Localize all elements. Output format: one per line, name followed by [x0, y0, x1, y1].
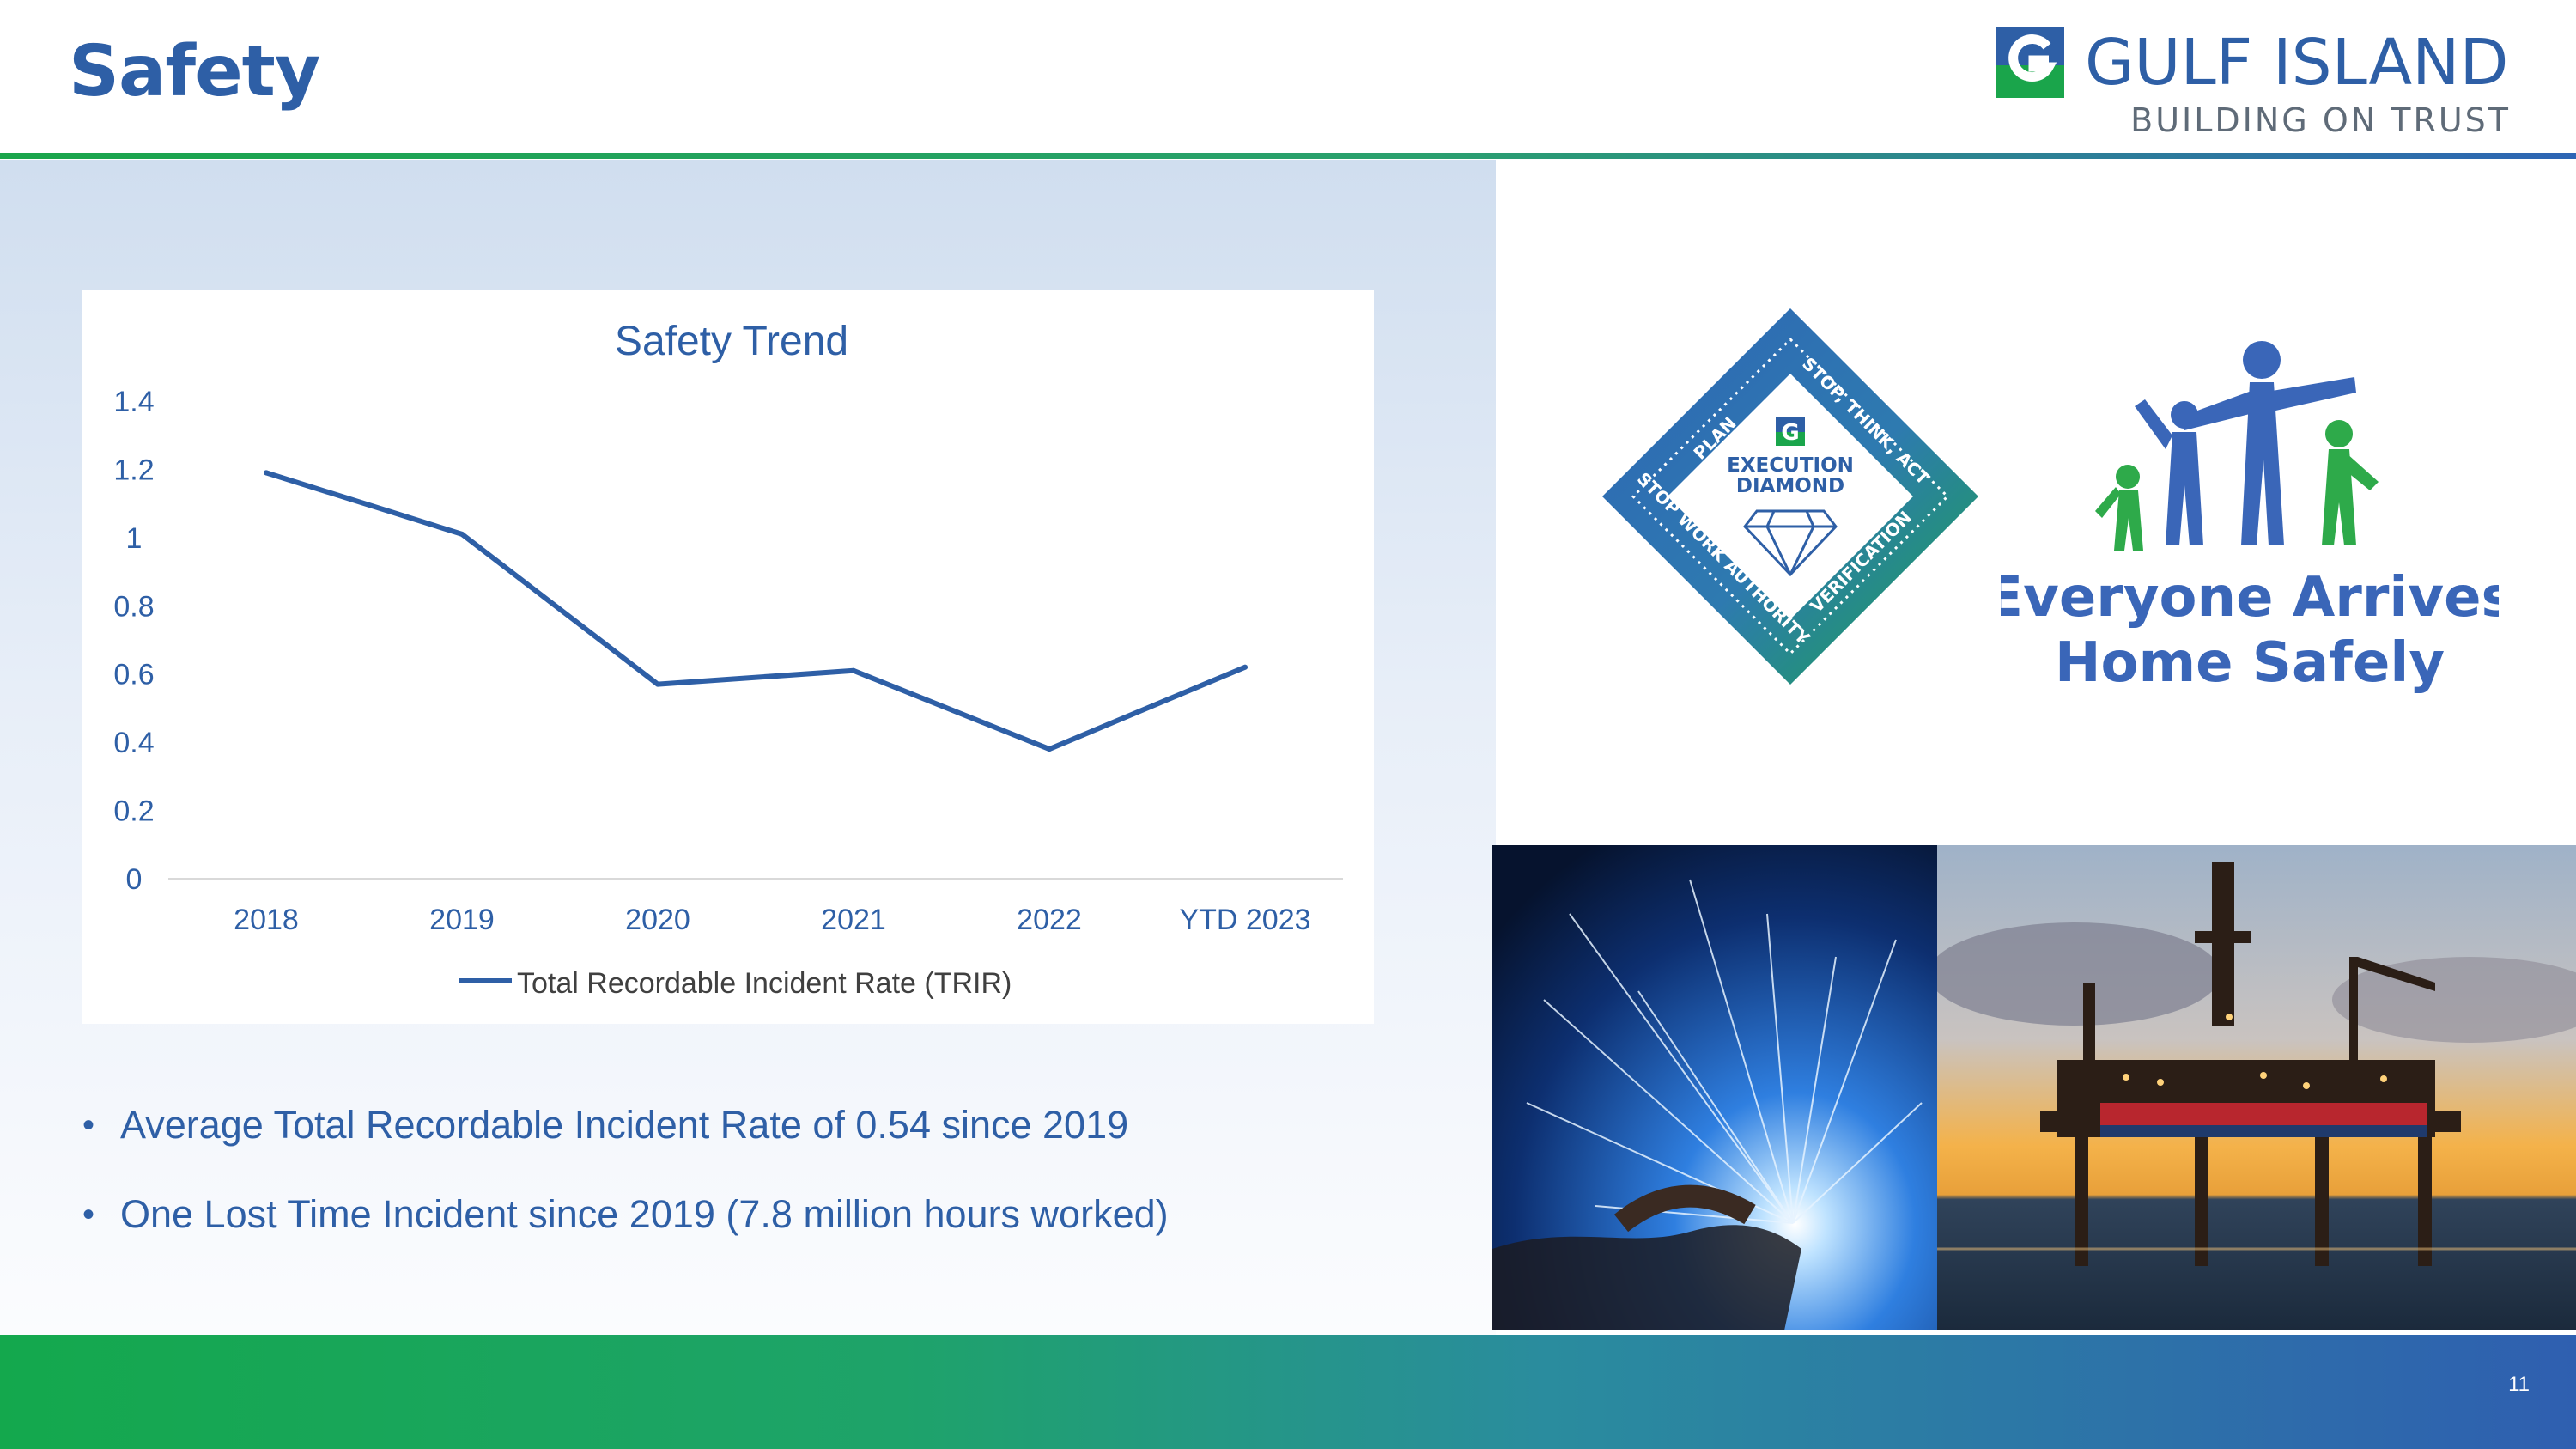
gulf-island-logo-icon — [1996, 27, 2064, 98]
key-points-list: Average Total Recordable Incident Rate o… — [82, 1099, 1370, 1278]
svg-text:G: G — [1781, 420, 1799, 446]
logo-name: GULF ISLAND — [2085, 26, 2509, 100]
x-axis-ticks: 2018 2019 2020 2021 2022 YTD 2023 — [234, 904, 1310, 936]
safety-slogan-graphic: Everyone Arrives Home Safely — [1985, 339, 2514, 700]
y-tick-label: 0.8 — [113, 590, 154, 623]
data-point — [459, 531, 465, 537]
series-line-trir — [264, 470, 1248, 752]
page-title: Safety — [69, 31, 320, 113]
welding-sparks-image — [1492, 845, 1937, 1330]
offshore-rig-photo — [1937, 845, 2576, 1330]
y-tick-label: 0.2 — [113, 795, 154, 828]
data-point — [851, 667, 856, 673]
offshore-platform-image — [1937, 845, 2576, 1330]
slogan-line2: Home Safely — [2055, 631, 2445, 695]
x-tick-label: 2022 — [1017, 904, 1082, 936]
data-point — [1047, 746, 1052, 752]
family-icon: Everyone Arrives Home Safely — [1985, 341, 2514, 695]
execution-diamond-icon: G EXECUTION DIAMOND PLAN STOP, THINK, AC… — [1602, 308, 1978, 685]
header-divider — [0, 153, 2576, 159]
y-tick-label: 1.4 — [113, 386, 154, 418]
company-logo: GULF ISLAND BUILDING ON TRUST — [1996, 26, 2511, 139]
y-tick-label: 0.4 — [113, 727, 154, 759]
page-number: 11 — [2508, 1373, 2530, 1396]
welding-photo — [1492, 845, 1937, 1330]
data-point — [1242, 664, 1248, 670]
chart-container: Safety Trend 0 0.2 0.4 0.6 0.8 1 1.2 1.4 2018 20… — [82, 290, 1374, 1024]
footer-bar: 11 — [0, 1335, 2576, 1449]
badge-title-line1: EXECUTION — [1727, 454, 1854, 477]
badge-title-line2: DIAMOND — [1736, 475, 1844, 497]
data-point — [264, 470, 269, 476]
y-tick-label: 1 — [126, 522, 143, 555]
chart-legend: Total Recordable Incident Rate (TRIR) — [459, 967, 1012, 1000]
slogan-line1: Everyone Arrives — [2001, 566, 2499, 630]
y-tick-label: 0 — [126, 863, 143, 896]
x-tick-label: 2019 — [429, 904, 495, 936]
data-point — [655, 681, 660, 687]
execution-diamond-badge: G EXECUTION DIAMOND PLAN STOP, THINK, AC… — [1599, 305, 1982, 688]
chart-series — [264, 470, 1248, 752]
legend-label: Total Recordable Incident Rate (TRIR) — [517, 967, 1012, 1000]
bullet-item: One Lost Time Incident since 2019 (7.8 m… — [82, 1189, 1370, 1278]
bullet-item: Average Total Recordable Incident Rate o… — [82, 1099, 1370, 1189]
logo-tagline: BUILDING ON TRUST — [2130, 101, 2511, 139]
safety-trend-chart: Safety Trend 00.20.40.60.811.21.4 2018 20… — [113, 319, 1343, 1000]
x-tick-label: 2020 — [625, 904, 690, 936]
chart-title: Safety Trend — [615, 319, 848, 364]
diamond-gem-icon — [1743, 509, 1838, 577]
x-tick-label: YTD 2023 — [1179, 904, 1310, 936]
y-tick-label: 0.6 — [113, 659, 154, 691]
x-tick-label: 2021 — [821, 904, 886, 936]
y-axis-ticks: 0 0.2 0.4 0.6 0.8 1 1.2 1.4 — [113, 386, 154, 896]
y-tick-label: 1.2 — [113, 454, 154, 486]
x-tick-label: 2018 — [234, 904, 299, 936]
